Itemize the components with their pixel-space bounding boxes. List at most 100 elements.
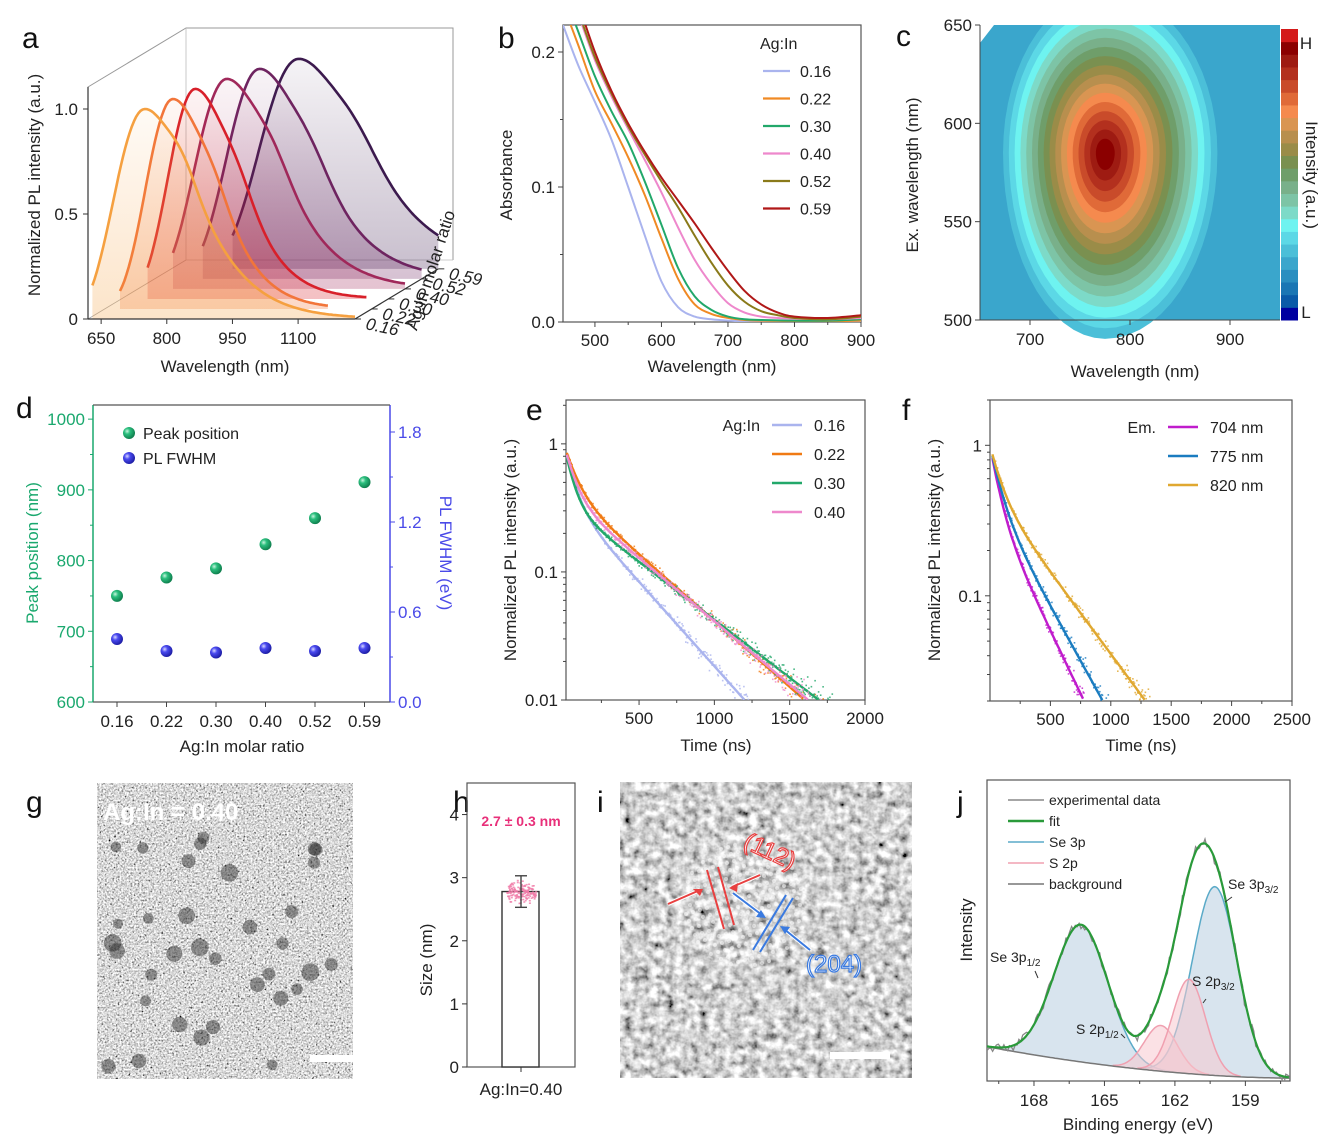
nanocrystal bbox=[209, 952, 222, 965]
decay-fit-0.16 bbox=[566, 455, 746, 700]
panel-a-xtick-label: 1100 bbox=[280, 329, 317, 348]
size-datapoint bbox=[528, 891, 531, 894]
size-datapoint bbox=[523, 895, 526, 898]
panel-b-ytick-label: 0.1 bbox=[531, 178, 555, 197]
xps-background bbox=[987, 1045, 1290, 1079]
panel-d-point-peak bbox=[309, 512, 321, 525]
decay-fit-0.40 bbox=[566, 454, 809, 700]
size-datapoint bbox=[525, 895, 528, 897]
panel-a-ticks: 650 800 950 110000.51.00.160.220.300.400.52… bbox=[54, 87, 484, 348]
panel-d-point-fwhm bbox=[210, 646, 222, 659]
panel-d-points bbox=[111, 476, 371, 659]
panel-c-xtick-label: 700 bbox=[1016, 330, 1044, 349]
size-datapoint bbox=[510, 883, 513, 885]
colorbar-band bbox=[1281, 29, 1298, 43]
panel-b-xlabel: Wavelength (nm) bbox=[648, 357, 777, 376]
size-datapoint bbox=[513, 887, 516, 890]
nanocrystal bbox=[190, 938, 209, 957]
panel-j-xps: 168 165 162 159 experimental data fit Se 3p S … bbox=[957, 779, 1291, 1134]
xtick-label: 1500 bbox=[1152, 710, 1190, 729]
panel-b-curve-0.59 bbox=[584, 25, 861, 319]
colorbar-band bbox=[1281, 206, 1298, 220]
legend-label-775 nm: 775 nm bbox=[1210, 449, 1263, 466]
panel-label-c: c bbox=[896, 20, 911, 53]
panel-b-xtick-label: 500 bbox=[581, 331, 609, 350]
xps-peak-label: Se 3p1/2 bbox=[990, 949, 1041, 969]
panel-a-z-axis bbox=[354, 268, 439, 320]
panel-b-xtick-label: 900 bbox=[847, 331, 875, 350]
colorbar-band bbox=[1281, 92, 1298, 106]
panel-d-point-peak bbox=[210, 562, 222, 575]
panel-h-xlabel: Ag:In=0.40 bbox=[480, 1080, 563, 1099]
decay-scatter-0.30 bbox=[567, 458, 834, 700]
colorbar-band bbox=[1281, 256, 1298, 270]
panel-d-y2tick-label: 0.0 bbox=[398, 693, 422, 712]
panel-h-chart: 0 1 2 3 4 bbox=[450, 806, 540, 1077]
nanocrystal bbox=[113, 918, 123, 929]
panel-a-curve-0.16 bbox=[91, 107, 356, 318]
panel-f-legend: Em. 704 nm 775 nm 820 nm bbox=[1128, 420, 1264, 495]
size-datapoint bbox=[531, 896, 534, 898]
size-datapoint bbox=[534, 896, 537, 898]
panel-b-absorbance: 500 600 700 800 900 0.0 0.1 0.2 Ag:In0.16 0.22 0.… bbox=[497, 24, 875, 376]
colorbar-band bbox=[1281, 269, 1298, 283]
panel-c-colorbar bbox=[1281, 29, 1298, 321]
panel-d-ytick-label: 1000 bbox=[47, 410, 85, 429]
panel-i-hrtem-image: (112) (204) bbox=[620, 782, 912, 1078]
decay-scatter-0.40 bbox=[566, 455, 822, 700]
panel-d-legend-label-1: PL FWHM bbox=[143, 451, 216, 468]
panel-a-xtick-label: 800 bbox=[153, 329, 181, 348]
size-datapoint bbox=[518, 888, 521, 890]
size-datapoint bbox=[533, 898, 536, 900]
xps-fit bbox=[987, 842, 1289, 1079]
panel-d-xtick-label: 0.22 bbox=[150, 712, 183, 731]
panel-d-y2tick-label: 1.2 bbox=[398, 513, 422, 532]
panel-j-frame bbox=[986, 779, 1291, 1082]
size-datapoint bbox=[528, 894, 531, 896]
size-datapoint bbox=[515, 896, 518, 899]
panel-b-curve-0.40 bbox=[581, 25, 861, 321]
panel-d-point-peak bbox=[111, 589, 123, 602]
xtick-label: 2000 bbox=[846, 709, 884, 728]
panel-b-frame bbox=[562, 24, 862, 323]
panel-h-ytick-label: 0 bbox=[450, 1058, 459, 1077]
nanocrystal bbox=[193, 1029, 210, 1046]
ytick-label: 0.1 bbox=[534, 563, 558, 582]
panel-c-colorbar-label: Intensity (a.u.) bbox=[1302, 121, 1321, 229]
panel-d-xtick-label: 0.52 bbox=[298, 712, 331, 731]
xps-peak-label: S 2p3/2 bbox=[1192, 973, 1235, 993]
size-datapoint bbox=[508, 898, 511, 901]
panel-j-legend: experimental data fit Se 3p S 2p background bbox=[1008, 792, 1161, 892]
size-datapoint bbox=[516, 879, 519, 882]
panel-h-ytick-label: 4 bbox=[450, 806, 459, 825]
legend-label-704 nm: 704 nm bbox=[1210, 420, 1263, 437]
panel-d-xtick-label: 0.30 bbox=[199, 712, 232, 731]
nanocrystal bbox=[301, 963, 320, 982]
nanocrystal bbox=[285, 905, 299, 918]
panel-e-ticks: 500 1000 1500 2000 0.01 0.1 1 bbox=[525, 404, 884, 728]
panel-g-tem-image: Ag:In = 0.40 bbox=[97, 783, 368, 1079]
size-datapoint bbox=[525, 891, 528, 893]
size-datapoint bbox=[510, 885, 513, 888]
size-datapoint bbox=[528, 883, 531, 886]
colorbar-band bbox=[1281, 155, 1298, 169]
panel-b-legend-label-0.30: 0.30 bbox=[800, 119, 831, 136]
panel-d-point-fwhm bbox=[309, 645, 321, 657]
size-datapoint bbox=[535, 891, 538, 893]
nanocrystal bbox=[166, 945, 183, 962]
panel-a-ylabel: Normalized PL intensity (a.u.) bbox=[25, 74, 44, 296]
ytick-label: 0.01 bbox=[525, 691, 558, 710]
panel-b-curve-0.30 bbox=[574, 25, 861, 322]
panel-b-legend-label-0.52: 0.52 bbox=[800, 174, 831, 191]
xtick-label: 500 bbox=[625, 709, 653, 728]
size-datapoint bbox=[512, 889, 514, 891]
panel-b-legend-label-0.40: 0.40 bbox=[800, 147, 831, 164]
size-datapoint bbox=[516, 895, 519, 898]
panel-d-ytick-label: 600 bbox=[57, 693, 85, 712]
panel-a-curve-0.40 bbox=[171, 77, 406, 285]
panel-b-ylabel: Absorbance bbox=[497, 130, 516, 221]
size-datapoint bbox=[524, 891, 527, 894]
xtick-label: 1500 bbox=[771, 709, 809, 728]
panel-e-ylabel: Normalized PL intensity (a.u.) bbox=[501, 439, 520, 661]
legend-label-0.16: 0.16 bbox=[814, 418, 845, 435]
